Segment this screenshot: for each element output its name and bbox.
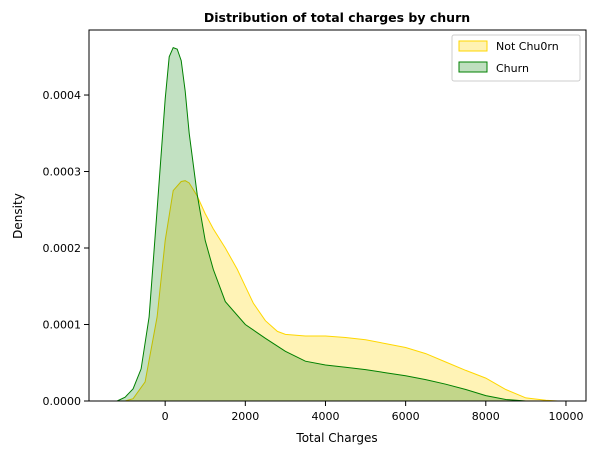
series-line-churn	[116, 46, 526, 402]
x-tick-label: 8000	[472, 410, 500, 423]
x-axis-label: Total Charges	[295, 431, 377, 445]
legend: Not Chu0rn Churn	[451, 34, 581, 82]
x-axis-ticks: 0 2000 4000 6000 8000 10000	[162, 401, 583, 423]
x-tick-label: 10000	[548, 410, 583, 423]
y-tick-label: 0.0001	[43, 319, 82, 332]
axes-frame	[88, 29, 587, 402]
x-tick-label: 0	[162, 410, 169, 423]
legend-swatch-churn	[458, 61, 488, 73]
y-tick-label: 0.0003	[43, 166, 82, 179]
x-tick-label: 4000	[311, 410, 339, 423]
chart-title: Distribution of total charges by churn	[204, 10, 470, 25]
legend-swatch-not-churn	[458, 40, 488, 52]
legend-label-churn: Churn	[496, 62, 529, 75]
y-axis-ticks: 0.0000 0.0001 0.0002 0.0003 0.0004	[43, 89, 89, 408]
series-area-churn	[117, 47, 526, 401]
series-layer	[116, 46, 558, 402]
legend-label-not-churn: Not Chu0rn	[496, 40, 559, 53]
x-tick-label: 6000	[392, 410, 420, 423]
y-tick-label: 0.0004	[43, 89, 82, 102]
x-tick-label: 2000	[231, 410, 259, 423]
y-axis-label: Density	[11, 193, 25, 239]
y-tick-label: 0.0000	[43, 395, 82, 408]
y-tick-label: 0.0002	[43, 242, 82, 255]
